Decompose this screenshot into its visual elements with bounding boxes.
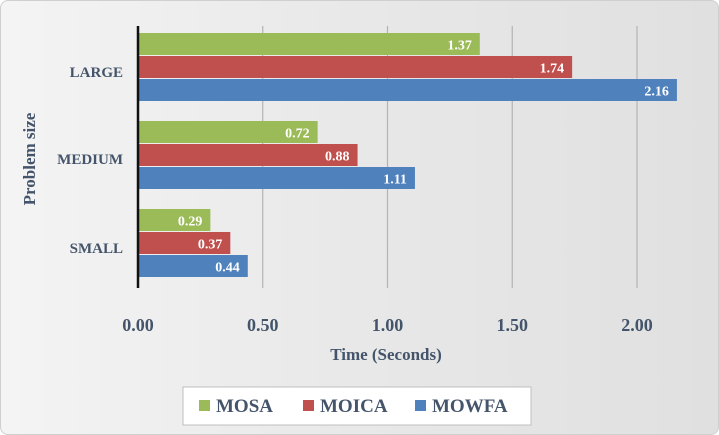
legend: MOSA MOICA MOWFA	[199, 396, 508, 417]
bar-mosa	[138, 121, 318, 143]
x-tick-label: 1.50	[497, 315, 529, 335]
data-label: 0.29	[178, 215, 203, 230]
legend-box	[182, 386, 532, 426]
legend-label-mowfa: MOWFA	[432, 396, 508, 417]
category-label: MEDIUM	[57, 152, 123, 168]
data-label: 1.11	[383, 173, 407, 188]
data-label: 0.88	[325, 150, 350, 165]
x-tick-label: 0.00	[122, 315, 154, 335]
bar-mosa	[138, 33, 480, 55]
x-tick-label: 0.50	[247, 315, 279, 335]
category-label: SMALL	[70, 241, 123, 257]
category-label: LARGE	[70, 65, 123, 81]
data-label: 1.37	[447, 39, 472, 54]
data-label: 0.72	[285, 127, 310, 142]
bars: 0.29 0.37 0.44 0.72 0.88 1.11 1.37 1.74 2.16	[138, 33, 677, 277]
bar-mowfa	[138, 79, 677, 101]
x-tick-label: 2.00	[621, 315, 653, 335]
data-label: 0.44	[215, 261, 240, 276]
y-axis-title: Problem size	[20, 112, 39, 205]
x-tick-label: 1.00	[372, 315, 404, 335]
data-label: 1.74	[540, 62, 565, 77]
legend-label-mosa: MOSA	[216, 396, 273, 417]
bar-moica	[138, 144, 358, 166]
bar-moica	[138, 56, 573, 78]
legend-label-moica: MOICA	[320, 396, 388, 417]
data-label: 2.16	[644, 85, 669, 100]
category-labels: SMALL MEDIUM LARGE	[57, 65, 123, 257]
x-axis-title: Time (Seconds)	[330, 345, 442, 364]
bar-mosa	[138, 209, 211, 231]
bar-mowfa	[138, 255, 248, 277]
bar-mowfa	[138, 167, 415, 189]
legend-swatch-mowfa	[415, 400, 426, 411]
legend-swatch-mosa	[199, 400, 210, 411]
legend-swatch-moica	[303, 400, 314, 411]
bar-moica	[138, 232, 231, 254]
data-label: 0.37	[198, 238, 223, 253]
x-tick-labels: 0.00 0.50 1.00 1.50 2.00	[122, 315, 653, 335]
